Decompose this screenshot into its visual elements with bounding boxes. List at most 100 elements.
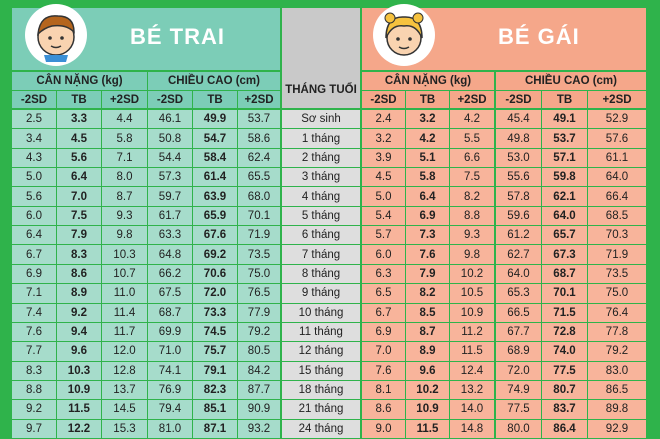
value-cell: 77.8 (588, 322, 646, 342)
value-cell: 7.1 (102, 148, 147, 168)
column-label: TB (542, 91, 587, 108)
value-cell: 5.1 (406, 148, 449, 168)
value-cell: 8.3 (57, 245, 101, 264)
value-cell: 15.3 (102, 419, 147, 438)
month-cell: 1 tháng (282, 129, 360, 148)
value-cell: 64.0 (496, 264, 541, 284)
value-cell: 66.5 (496, 303, 541, 322)
value-cell: 54.4 (148, 148, 192, 168)
value-cell: 8.8 (450, 206, 494, 226)
value-cell: 71.5 (542, 303, 587, 322)
value-cell: 7.6 (12, 322, 56, 342)
value-cell: 5.0 (12, 168, 56, 187)
value-cell: 77.9 (238, 303, 280, 322)
column-label: -2SD (12, 91, 56, 108)
value-cell: 61.1 (588, 148, 646, 168)
value-cell: 9.2 (12, 400, 56, 419)
value-cell: 77.5 (542, 361, 587, 380)
column-label: TB (406, 91, 449, 108)
value-cell: 70.6 (193, 264, 237, 284)
value-cell: 63.9 (193, 187, 237, 206)
value-cell: 9.3 (102, 206, 147, 226)
value-cell: 11.5 (450, 342, 494, 361)
value-cell: 61.4 (193, 168, 237, 187)
value-cell: 2.5 (12, 110, 56, 129)
value-cell: 77.5 (496, 400, 541, 419)
value-cell: 8.7 (102, 187, 147, 206)
column-label: -2SD (362, 91, 405, 108)
value-cell: 7.6 (406, 245, 449, 264)
value-cell: 8.5 (406, 303, 449, 322)
value-cell: 65.7 (542, 226, 587, 245)
value-cell: 4.5 (57, 129, 101, 148)
month-cell: 11 tháng (282, 322, 360, 342)
value-cell: 11.4 (102, 303, 147, 322)
column-label: TB (193, 91, 237, 108)
value-cell: 57.8 (496, 187, 541, 206)
value-cell: 81.0 (148, 419, 192, 438)
value-cell: 14.0 (450, 400, 494, 419)
value-cell: 6.4 (57, 168, 101, 187)
value-cell: 11.5 (57, 400, 101, 419)
value-cell: 59.6 (496, 206, 541, 226)
boys-title: BÉ TRAI (130, 24, 225, 49)
value-cell: 59.7 (148, 187, 192, 206)
month-cell: 5 tháng (282, 206, 360, 226)
value-cell: 62.7 (496, 245, 541, 264)
value-cell: 14.8 (450, 419, 494, 438)
column-label: TB (57, 91, 101, 108)
value-cell: 7.6 (362, 361, 405, 380)
value-cell: 8.6 (57, 264, 101, 284)
value-cell: 2.4 (362, 110, 405, 129)
value-cell: 61.7 (148, 206, 192, 226)
value-cell: 5.4 (362, 206, 405, 226)
value-cell: 8.9 (57, 284, 101, 303)
value-cell: 6.3 (362, 264, 405, 284)
value-cell: 76.4 (588, 303, 646, 322)
value-cell: 57.1 (542, 148, 587, 168)
value-cell: 3.2 (406, 110, 449, 129)
value-cell: 64.8 (148, 245, 192, 264)
value-cell: 8.1 (362, 380, 405, 400)
value-cell: 87.1 (193, 419, 237, 438)
value-cell: 9.7 (12, 419, 56, 438)
value-cell: 12.0 (102, 342, 147, 361)
value-cell: 6.5 (362, 284, 405, 303)
value-cell: 45.4 (496, 110, 541, 129)
value-cell: 6.6 (450, 148, 494, 168)
value-cell: 7.0 (362, 342, 405, 361)
value-cell: 73.5 (238, 245, 280, 264)
value-cell: 53.7 (238, 110, 280, 129)
value-cell: 3.2 (362, 129, 405, 148)
column-label: -2SD (496, 91, 541, 108)
value-cell: 79.1 (193, 361, 237, 380)
value-cell: 75.0 (588, 284, 646, 303)
value-cell: 84.2 (238, 361, 280, 380)
value-cell: 8.6 (362, 400, 405, 419)
value-cell: 12.8 (102, 361, 147, 380)
value-cell: 4.2 (450, 110, 494, 129)
value-cell: 71.0 (148, 342, 192, 361)
value-cell: 89.8 (588, 400, 646, 419)
value-cell: 13.2 (450, 380, 494, 400)
height-header: CHIỀU CAO (cm) (496, 72, 646, 90)
value-cell: 86.4 (542, 419, 587, 438)
value-cell: 65.3 (496, 284, 541, 303)
value-cell: 76.9 (148, 380, 192, 400)
value-cell: 71.9 (238, 226, 280, 245)
value-cell: 7.5 (450, 168, 494, 187)
value-cell: 72.8 (542, 322, 587, 342)
value-cell: 93.2 (238, 419, 280, 438)
column-label: +2SD (588, 91, 646, 108)
month-cell: Sơ sinh (282, 110, 360, 129)
value-cell: 66.2 (148, 264, 192, 284)
value-cell: 67.7 (496, 322, 541, 342)
value-cell: 6.9 (406, 206, 449, 226)
value-cell: 3.4 (12, 129, 56, 148)
value-cell: 90.9 (238, 400, 280, 419)
value-cell: 10.3 (57, 361, 101, 380)
value-cell: 68.7 (148, 303, 192, 322)
value-cell: 4.3 (12, 148, 56, 168)
month-cell: 21 tháng (282, 400, 360, 419)
